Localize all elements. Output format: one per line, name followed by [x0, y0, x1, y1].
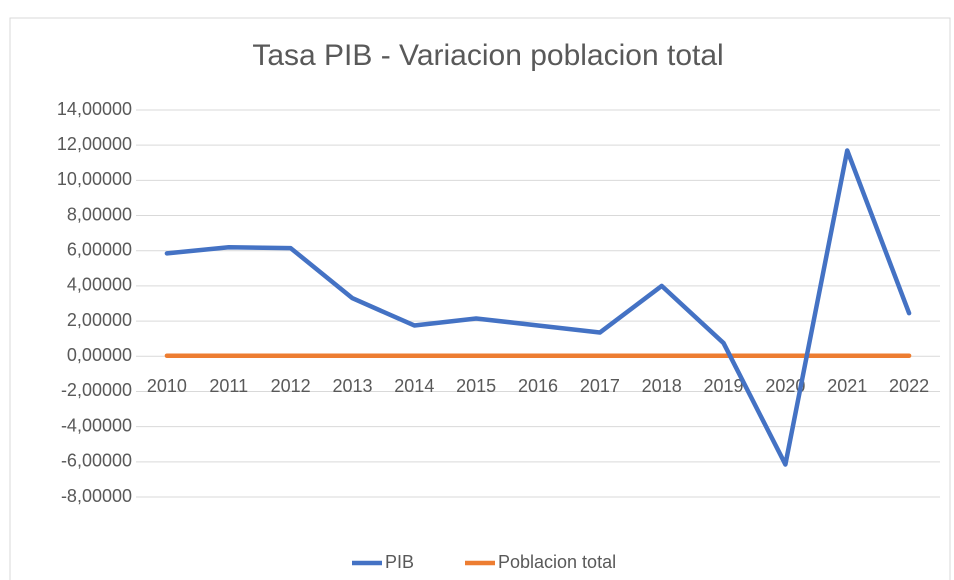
y-tick-label: 4,00000: [67, 275, 132, 295]
y-tick-label: 10,00000: [57, 169, 132, 189]
chart-title: Tasa PIB - Variacion poblacion total: [252, 39, 723, 72]
x-tick-label: 2013: [332, 376, 372, 396]
legend-label: Poblacion total: [498, 552, 616, 572]
y-tick-label: 12,00000: [57, 134, 132, 154]
y-tick-label: 8,00000: [67, 204, 132, 224]
x-tick-label: 2012: [271, 376, 311, 396]
chart-border: [9, 17, 951, 580]
x-tick-label: 2015: [456, 376, 496, 396]
y-tick-label: 2,00000: [67, 310, 132, 330]
y-tick-label: -6,00000: [61, 451, 132, 471]
y-tick-label: 14,00000: [57, 99, 132, 119]
x-tick-label: 2020: [765, 376, 805, 396]
x-tick-label: 2018: [642, 376, 682, 396]
x-tick-label: 2014: [394, 376, 434, 396]
x-tick-label: 2017: [580, 376, 620, 396]
legend-label: PIB: [385, 552, 414, 572]
y-tick-label: -8,00000: [61, 486, 132, 506]
y-tick-label: 0,00000: [67, 345, 132, 365]
x-tick-label: 2022: [889, 376, 929, 396]
y-tick-label: -2,00000: [61, 380, 132, 400]
x-tick-label: 2016: [518, 376, 558, 396]
y-tick-label: 6,00000: [67, 239, 132, 259]
x-tick-label: 2019: [704, 376, 744, 396]
x-tick-label: 2021: [827, 376, 867, 396]
line-series: [164, 148, 912, 467]
x-tick-label: 2010: [147, 376, 187, 396]
x-tick-label: 2011: [209, 376, 248, 396]
y-tick-label: -4,00000: [61, 415, 132, 435]
